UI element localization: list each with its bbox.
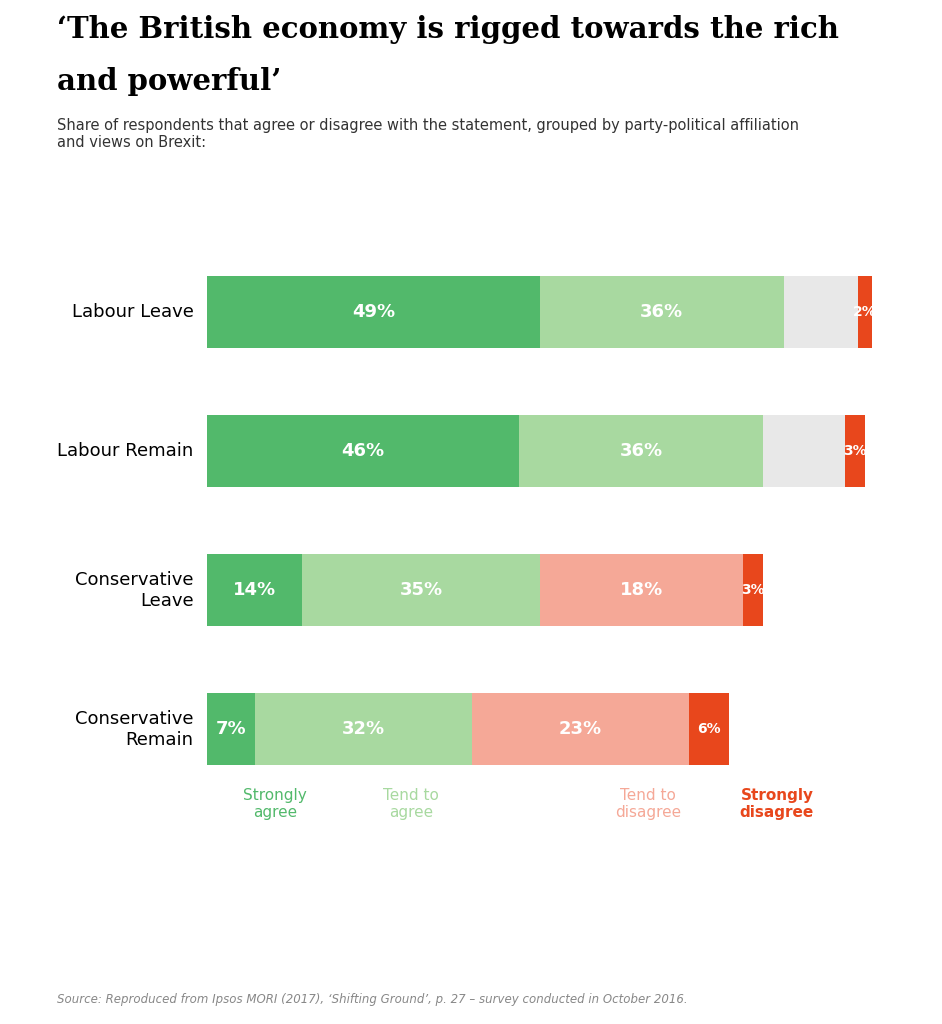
Text: 3%: 3%	[843, 444, 867, 458]
Text: 36%: 36%	[620, 442, 663, 460]
Text: Conservative
Leave: Conservative Leave	[75, 570, 194, 609]
Text: Source: Reproduced from Ipsos MORI (2017), ‘Shifting Ground’, p. 27 – survey con: Source: Reproduced from Ipsos MORI (2017…	[57, 992, 687, 1006]
Text: 35%: 35%	[399, 582, 443, 599]
Text: 23%: 23%	[559, 720, 602, 738]
Text: Strongly
agree: Strongly agree	[243, 787, 307, 820]
Text: 14%: 14%	[234, 582, 276, 599]
Bar	[784, 275, 858, 348]
Text: 49%: 49%	[352, 303, 395, 321]
Text: 3%: 3%	[741, 583, 765, 597]
Text: 46%: 46%	[342, 442, 384, 460]
Bar	[540, 554, 743, 627]
Bar	[207, 275, 540, 348]
Text: 18%: 18%	[620, 582, 663, 599]
Text: Labour Leave: Labour Leave	[72, 303, 194, 321]
Bar	[858, 275, 872, 348]
Bar	[207, 415, 519, 487]
Bar	[540, 275, 784, 348]
Bar	[472, 693, 689, 765]
Bar	[302, 554, 540, 627]
Text: Share of respondents that agree or disagree with the statement, grouped by party: Share of respondents that agree or disag…	[57, 118, 799, 151]
Bar	[207, 554, 302, 627]
Bar	[845, 415, 865, 487]
Bar	[254, 693, 472, 765]
Text: Conservative
Remain: Conservative Remain	[75, 710, 194, 749]
Text: Tend to
agree: Tend to agree	[382, 787, 439, 820]
Text: 2%: 2%	[853, 305, 877, 319]
Bar	[207, 693, 254, 765]
Text: 36%: 36%	[641, 303, 683, 321]
Bar	[519, 415, 763, 487]
Text: ‘The British economy is rigged towards the rich: ‘The British economy is rigged towards t…	[57, 15, 838, 44]
Text: Tend to
disagree: Tend to disagree	[615, 787, 681, 820]
Text: Strongly
disagree: Strongly disagree	[739, 787, 814, 820]
Bar	[763, 415, 845, 487]
Text: Labour Remain: Labour Remain	[57, 442, 194, 460]
Bar	[743, 554, 763, 627]
Text: 7%: 7%	[216, 720, 246, 738]
Bar	[689, 693, 729, 765]
Text: 6%: 6%	[697, 722, 721, 736]
Text: 32%: 32%	[342, 720, 384, 738]
Text: and powerful’: and powerful’	[57, 67, 281, 95]
